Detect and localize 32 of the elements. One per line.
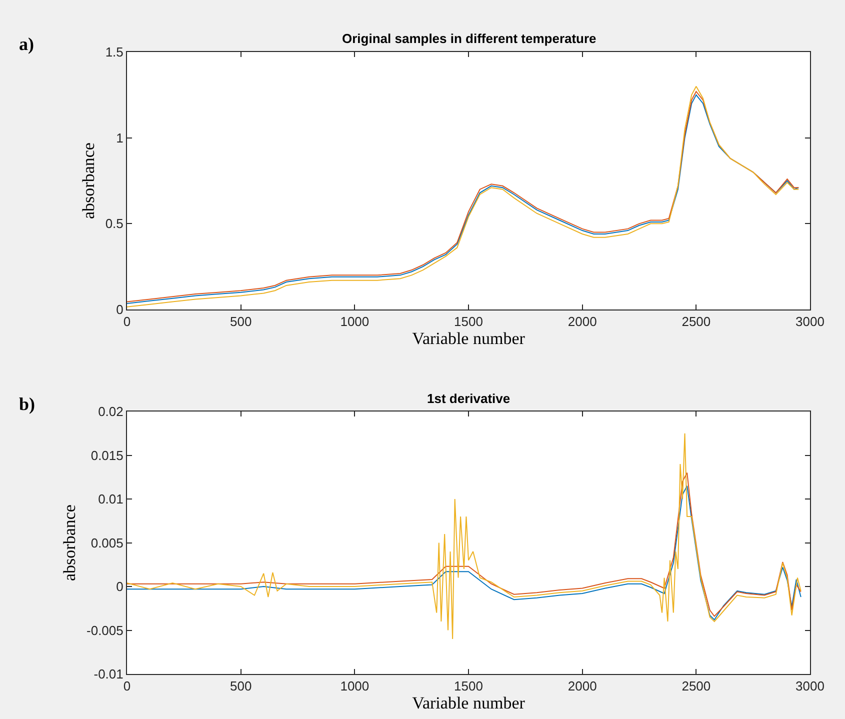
y-tick-label: 0.005 bbox=[90, 535, 124, 550]
y-axis-title: absorbance bbox=[60, 504, 80, 581]
x-axis-title: Variable number bbox=[412, 694, 526, 713]
y-tick-label: 1.5 bbox=[105, 44, 124, 60]
x-tick-label: 1000 bbox=[340, 314, 370, 330]
x-tick-label: 3000 bbox=[796, 678, 824, 694]
y-tick-label: 0.01 bbox=[98, 492, 124, 507]
y-tick-label: -0.01 bbox=[94, 666, 124, 682]
x-tick-label: 1000 bbox=[340, 678, 370, 694]
x-axis-title: Variable number bbox=[412, 329, 526, 348]
y-tick-label: 0 bbox=[116, 302, 124, 318]
y-axis-title: absorbance bbox=[78, 142, 98, 219]
x-tick-label: 2500 bbox=[682, 314, 711, 330]
x-tick-label: 2000 bbox=[568, 314, 597, 330]
chart-title: Original samples in different temperature bbox=[342, 31, 596, 46]
x-tick-label: 500 bbox=[230, 314, 252, 330]
text: a) bbox=[19, 34, 34, 54]
x-tick-label: 500 bbox=[230, 678, 252, 694]
x-tick-label: 1500 bbox=[454, 678, 483, 694]
chart-title: 1st derivative bbox=[427, 391, 510, 406]
x-tick-label: 2500 bbox=[682, 678, 711, 694]
text: b) bbox=[19, 394, 36, 414]
x-tick-label: 2000 bbox=[568, 678, 597, 694]
y-tick-label: -0.005 bbox=[86, 622, 124, 638]
y-tick-label: 0.5 bbox=[105, 216, 124, 232]
line-series bbox=[127, 432, 802, 640]
y-tick-label: 1 bbox=[116, 130, 124, 146]
x-tick-label: 3000 bbox=[796, 314, 824, 330]
y-tick-label: 0.02 bbox=[98, 404, 124, 420]
x-tick-label: 1500 bbox=[454, 314, 483, 330]
y-tick-label: 0 bbox=[116, 579, 124, 594]
y-tick-label: 0.015 bbox=[90, 448, 124, 463]
